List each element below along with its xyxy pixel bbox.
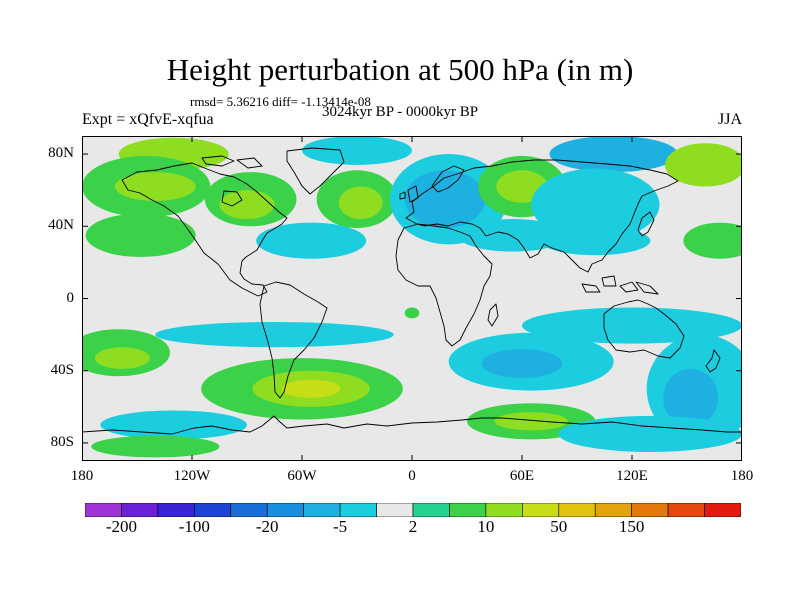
coastline-new-zealand [705,349,721,373]
map-panel [82,136,742,461]
anomaly-region [457,219,568,252]
anomaly-region [663,368,719,427]
coastline-hudson-bay [221,190,243,207]
coastline-arctic-islands [201,155,263,169]
longitude-label: 0 [408,468,416,484]
colorbar-label: 10 [477,517,495,536]
colorbar-label: -20 [255,517,279,536]
latitude-label: 40N [48,217,74,234]
colorbar-swatch [157,503,195,517]
coastline-australia [603,299,685,359]
longitude-label: 120W [173,468,211,484]
anomaly-region [91,435,220,458]
anomaly-region [302,136,412,165]
anomaly-region [683,222,742,259]
anomaly-region [281,379,341,398]
anomaly-region [481,349,563,378]
colorbar-swatch [558,503,596,517]
anomaly-region [540,226,651,256]
colorbar-swatch [230,503,268,517]
colorbar-swatch [667,503,705,517]
coastline-british-isles [399,185,419,203]
colorbar-swatch [194,503,232,517]
colorbar-swatch [121,503,159,517]
anomaly-region [665,143,742,187]
season-label: JJA [717,111,742,128]
colorbar-swatch [376,503,414,517]
anomaly-region [404,170,486,229]
colorbar-label: -200 [105,517,138,536]
anomaly-region [155,321,394,348]
coastline-eurasia [405,159,679,273]
anomaly-region [115,172,196,201]
longitude-label: 120E [616,468,648,484]
colorbar-swatch [339,503,377,517]
coastline-indonesia [581,275,659,295]
longitude-label: 180 [730,468,754,484]
anomaly-region [256,222,367,259]
longitude-label: 60E [509,468,535,484]
anomaly-region [100,410,247,440]
coastline-south-america [259,281,328,399]
stats-line: rmsd= 5.36216 diff= -1.13414e-08 [190,94,371,109]
colorbar [85,503,741,517]
colorbar-label: 2 [408,517,418,536]
latitude-label: 80N [48,145,74,162]
anomaly-region [404,307,420,319]
coastline-madagascar [487,303,499,327]
anomaly-region [338,186,383,220]
experiment-label: Expt = xQfvE-xqfua [82,111,214,128]
coastline-scandinavia [431,165,465,193]
coastline-north-america [121,162,288,297]
colorbar-swatch [594,503,632,517]
anomaly-region [531,168,660,241]
colorbar-label: 150 [618,517,645,536]
longitude-label: 60W [287,468,317,484]
anomaly-region [522,307,742,344]
colorbar-swatch [303,503,341,517]
colorbar-swatch [704,503,741,517]
anomaly-region [94,347,150,369]
colorbar-label: -5 [333,517,348,536]
coastline-africa [395,223,493,347]
plot-title: Height perturbation at 500 hPa (in m) [166,52,634,87]
colorbar-swatch [412,503,450,517]
colorbar-swatch [485,503,523,517]
anomaly-region [494,412,568,431]
colorbar-swatch [266,503,304,517]
colorbar-swatch [449,503,487,517]
period-label: 3024kyr BP - 0000kyr BP [321,104,479,120]
colorbar-swatch [631,503,669,517]
colorbar-label: 50 [550,517,568,536]
latitude-label: 80S [50,433,74,450]
latitude-label: 40S [50,361,74,378]
colorbar-label: -100 [178,517,210,536]
latitude-label: 0 [66,289,75,306]
coastline-greenland [286,147,345,195]
anomaly-region [219,190,275,220]
colorbar-swatch [522,503,560,517]
coastline-antarctica [82,415,742,435]
anomaly-region [549,136,678,173]
longitude-label: 180 [70,468,94,484]
coastline-japan [637,211,655,237]
anomaly-region [558,415,742,452]
colorbar-swatch [85,503,122,517]
anomaly-region [85,213,196,257]
